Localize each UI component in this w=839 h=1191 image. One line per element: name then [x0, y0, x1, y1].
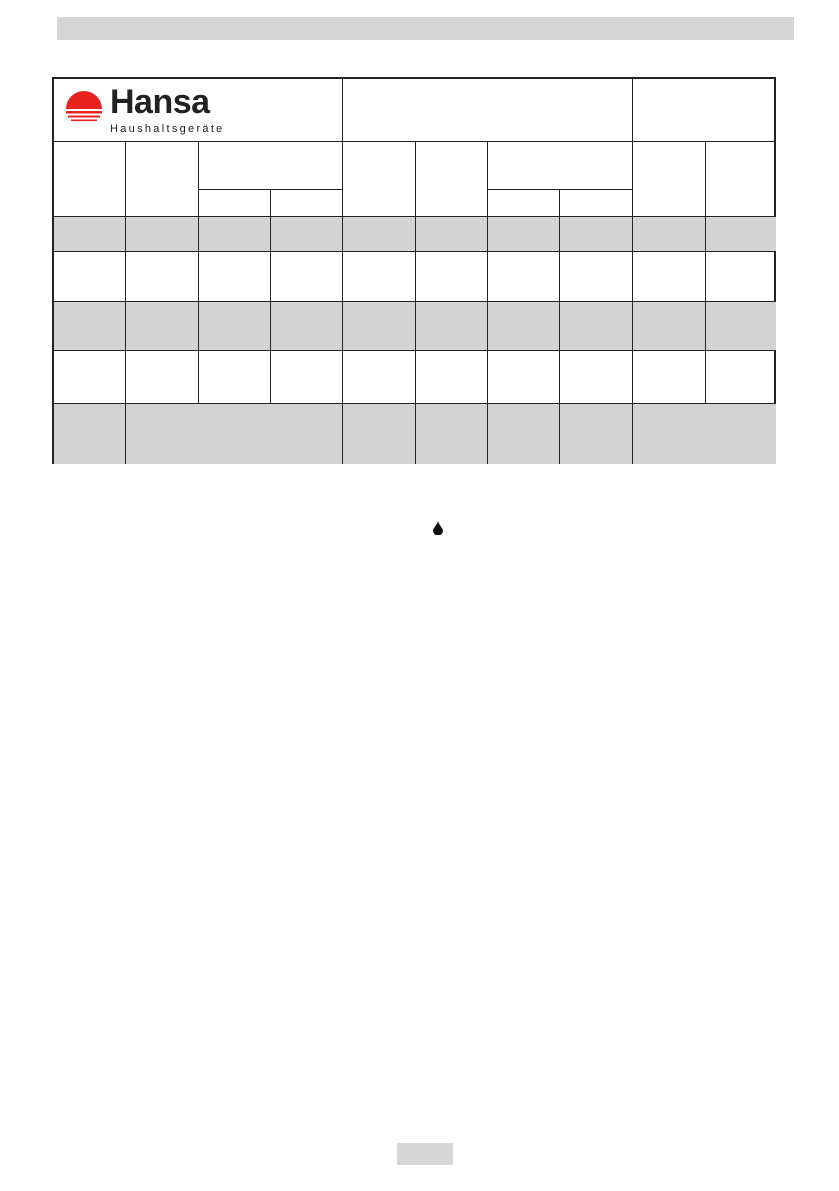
table-cell: [343, 404, 416, 464]
table-cell: [488, 404, 560, 464]
table-cell: [416, 142, 488, 217]
table-cell: [271, 252, 343, 302]
table-cell: [199, 142, 343, 190]
table-cell: [633, 142, 706, 217]
table-cell: [199, 351, 271, 404]
table-cell: [199, 190, 271, 217]
table-cell: [54, 351, 126, 404]
table-cell: [343, 302, 416, 351]
table-cell: [271, 302, 343, 351]
table-cell: [126, 302, 199, 351]
table-cell: [633, 404, 776, 464]
table-cell: [706, 302, 776, 351]
table-cell: [560, 302, 633, 351]
table-cell: [633, 351, 706, 404]
table-cell: [488, 351, 560, 404]
header-cell: [633, 79, 776, 142]
table-cell: [271, 217, 343, 252]
table-cell: [54, 217, 126, 252]
hansa-logo: Hansa Haushaltsgeräte: [62, 83, 262, 137]
table-cell: [416, 217, 488, 252]
table-cell: [126, 351, 199, 404]
header-cell: [343, 79, 633, 142]
table-cell: [488, 190, 560, 217]
table-cell: [126, 252, 199, 302]
table-cell: [126, 217, 199, 252]
table-cell: [706, 351, 776, 404]
table-cell: [633, 217, 706, 252]
table-cell: [343, 217, 416, 252]
table-cell: [343, 252, 416, 302]
table-cell: [343, 142, 416, 217]
data-table: Hansa Haushaltsgeräte: [52, 77, 776, 464]
table-cell: [560, 217, 633, 252]
drop-icon: [433, 521, 443, 535]
sun-logo-icon: [66, 91, 102, 122]
table-cell: [706, 142, 776, 217]
header-bar: [57, 17, 794, 40]
table-cell: [706, 217, 776, 252]
table-cell: [126, 404, 343, 464]
table-cell: [488, 252, 560, 302]
table-cell: [416, 302, 488, 351]
table-cell: [488, 217, 560, 252]
table-cell: [560, 404, 633, 464]
table-cell: [199, 217, 271, 252]
table-cell: [416, 252, 488, 302]
logo-brand: Hansa: [110, 83, 210, 121]
table-cell: [560, 351, 633, 404]
logo-tagline: Haushaltsgeräte: [110, 123, 225, 135]
table-cell: [54, 142, 126, 217]
table-cell: [54, 404, 126, 464]
table-cell: [633, 302, 706, 351]
table-cell: [271, 351, 343, 404]
table-cell: [488, 302, 560, 351]
table-cell: [560, 190, 633, 217]
table-cell: [343, 351, 416, 404]
page-number-box: [397, 1143, 453, 1165]
table-cell: [199, 252, 271, 302]
table-cell: [560, 252, 633, 302]
table-cell: [199, 302, 271, 351]
table-cell: [54, 252, 126, 302]
table-cell: [54, 302, 126, 351]
table-cell: [706, 252, 776, 302]
table-cell: [633, 252, 706, 302]
table-cell: [416, 404, 488, 464]
table-cell: [126, 142, 199, 217]
table-cell: [488, 142, 633, 190]
logo-cell: Hansa Haushaltsgeräte: [54, 79, 343, 142]
table-cell: [416, 351, 488, 404]
table-cell: [271, 190, 343, 217]
